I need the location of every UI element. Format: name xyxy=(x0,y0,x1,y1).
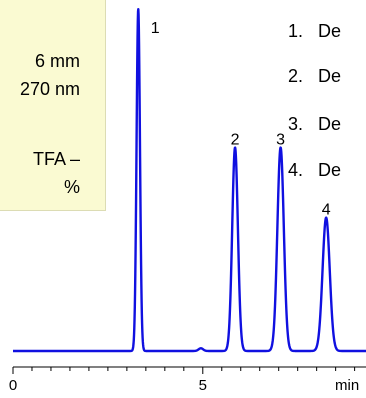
legend-item: 3. De xyxy=(288,115,341,133)
peak-label: 4 xyxy=(322,202,331,219)
x-axis: 0 5 min xyxy=(9,366,366,394)
legend-item: 4. De xyxy=(288,161,341,179)
legend-text: De xyxy=(318,21,342,41)
peak-label: 2 xyxy=(231,132,240,149)
method-info-box: 6 mm 270 nm TFA – % xyxy=(0,0,106,211)
x-axis-label: min xyxy=(335,377,359,394)
series-group xyxy=(12,7,366,353)
peak-label: 3 xyxy=(276,132,285,149)
legend-text: De xyxy=(318,66,342,86)
peak-label: 1 xyxy=(151,20,160,37)
legend-item: 2. De xyxy=(288,67,341,85)
legend-item: 1. De xyxy=(288,22,341,40)
peak-labels: 1 2 3 4 xyxy=(151,20,331,219)
legend-text: De xyxy=(318,114,342,134)
info-line: 6 mm xyxy=(35,51,80,71)
x-tick-label: 0 xyxy=(9,377,17,394)
legend-number: 2. xyxy=(288,66,304,86)
info-line: TFA – xyxy=(32,149,80,169)
legend-number: 3. xyxy=(288,114,304,134)
legend-number: 1. xyxy=(288,21,304,41)
info-line: 270 nm xyxy=(19,79,80,99)
info-line: % xyxy=(63,177,80,197)
series-line xyxy=(12,7,366,353)
x-tick-label: 5 xyxy=(199,377,207,394)
legend-text: De xyxy=(318,160,342,180)
legend-number: 4. xyxy=(288,160,304,180)
